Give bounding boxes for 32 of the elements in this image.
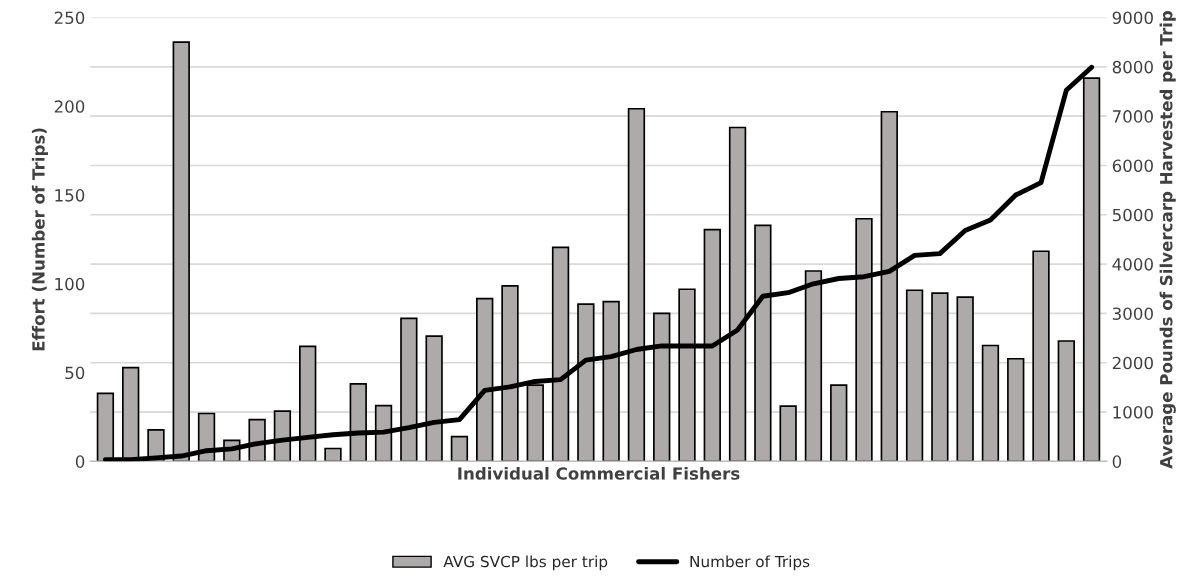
legend-label: Number of Trips bbox=[690, 555, 810, 571]
y2-tick-label: 9000 bbox=[1112, 11, 1153, 25]
legend-label: AVG SVCP lbs per trip bbox=[443, 555, 608, 571]
bar bbox=[956, 296, 974, 462]
bar bbox=[324, 447, 342, 462]
y-tick-label: 100 bbox=[55, 277, 85, 291]
bar bbox=[450, 435, 469, 462]
bar bbox=[931, 292, 949, 462]
y2-tick-label: 1000 bbox=[1113, 406, 1153, 419]
y2-tick-label: 0 bbox=[1112, 455, 1122, 468]
y-tick-label: 150 bbox=[55, 189, 85, 202]
y2-tick-label: 5000 bbox=[1112, 208, 1153, 222]
bar bbox=[830, 384, 848, 462]
y2-tick-label: 2000 bbox=[1112, 356, 1153, 370]
y2-tick-label: 8000 bbox=[1112, 60, 1153, 74]
y-tick-label: 200 bbox=[54, 100, 85, 113]
bar bbox=[1007, 357, 1025, 462]
y2-tick-label: 7000 bbox=[1112, 110, 1153, 123]
y2-tick-label: 4000 bbox=[1112, 258, 1153, 271]
bar bbox=[1057, 340, 1075, 462]
bar bbox=[1032, 250, 1050, 462]
x-axis-title: Individual Commercial Fishers bbox=[458, 466, 740, 480]
y-tick-label: 0 bbox=[75, 455, 85, 468]
bar bbox=[779, 405, 797, 462]
y2-axis-title: Average Pounds of Silvercarp Harvested per Trip bbox=[1159, 10, 1176, 469]
bar bbox=[905, 289, 924, 462]
y-tick-label: 250 bbox=[54, 11, 85, 25]
y2-tick-label: 3000 bbox=[1112, 307, 1153, 320]
y2-tick-label: 6000 bbox=[1112, 159, 1153, 173]
y-tick-label: 50 bbox=[65, 366, 85, 380]
y-axis-title: Effort (Number of Trips) bbox=[31, 128, 48, 351]
bar bbox=[981, 344, 1000, 462]
